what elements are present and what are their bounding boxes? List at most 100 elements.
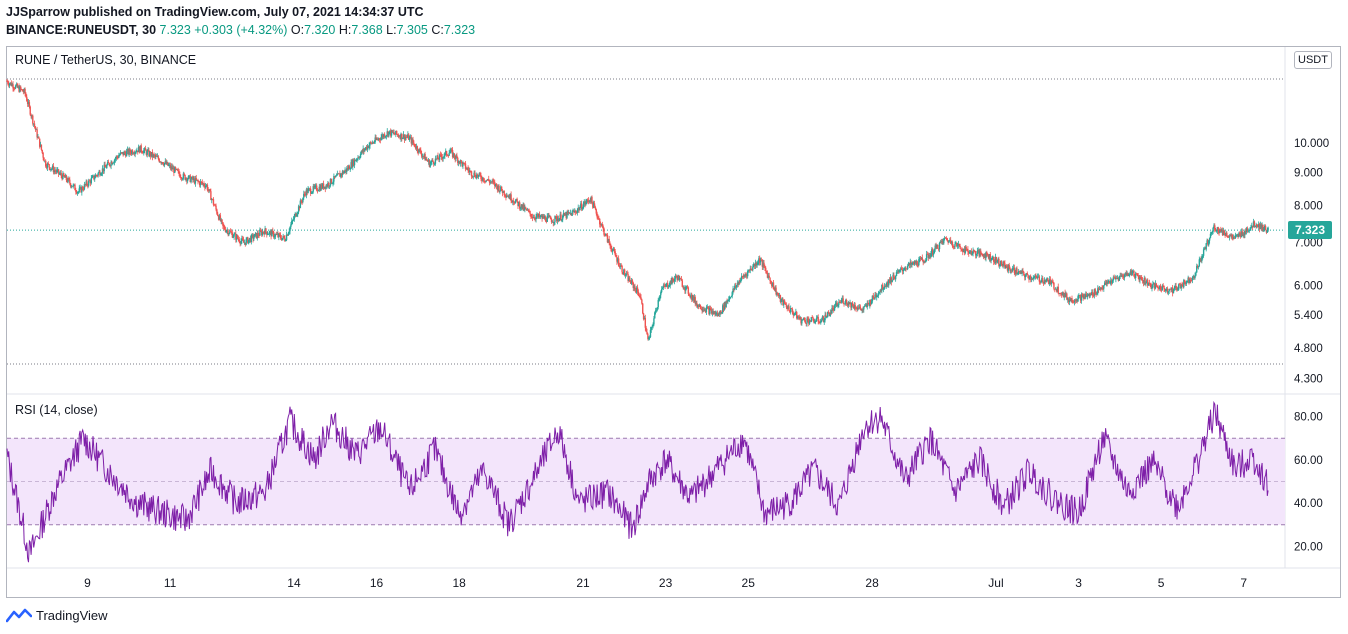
candle-body xyxy=(815,318,818,322)
candle-body xyxy=(422,155,425,157)
candle-body xyxy=(1080,294,1083,301)
rsi-layer xyxy=(6,400,1285,563)
candle-body xyxy=(335,175,338,177)
candle-body xyxy=(966,249,968,250)
candle-body xyxy=(820,320,822,324)
candle-body xyxy=(320,185,322,191)
candle-body xyxy=(714,311,716,315)
candle-body xyxy=(541,215,543,219)
chart-frame[interactable] xyxy=(6,46,1341,598)
candle-body xyxy=(792,312,794,316)
candle-body xyxy=(816,317,819,319)
candle-body xyxy=(319,186,321,191)
candle-body xyxy=(143,148,146,151)
candle-body xyxy=(587,200,590,202)
candle-body xyxy=(561,219,563,221)
candle-body xyxy=(788,306,790,311)
candle-body xyxy=(899,269,901,271)
candle-body xyxy=(1159,285,1162,290)
candle-body xyxy=(685,286,688,288)
candle-body xyxy=(416,146,419,151)
candle-body xyxy=(490,181,493,183)
candle-body xyxy=(1218,231,1220,233)
currency-badge[interactable]: USDT xyxy=(1294,51,1332,69)
candle-body xyxy=(395,130,398,135)
candle-body xyxy=(579,207,581,211)
candle-body xyxy=(368,145,370,148)
candle-body xyxy=(551,221,554,223)
candle-body xyxy=(728,297,731,300)
candle-body xyxy=(1162,285,1164,287)
candle-body xyxy=(889,277,892,283)
candle-body xyxy=(506,195,508,197)
candle-body xyxy=(722,305,725,310)
candle-body xyxy=(1221,229,1224,236)
candle-body xyxy=(489,181,492,183)
candle-body xyxy=(691,295,694,300)
candle-body xyxy=(1101,287,1103,289)
candle-body xyxy=(389,130,392,136)
candle-body xyxy=(174,167,177,170)
candle-body xyxy=(131,150,133,154)
candle-body xyxy=(48,164,50,168)
candle-body xyxy=(1169,288,1171,290)
candle-body xyxy=(902,269,905,272)
candle-body xyxy=(1219,229,1221,233)
candle-body xyxy=(43,157,45,162)
candle-body xyxy=(740,276,743,280)
candle-body xyxy=(285,234,288,241)
candle-body xyxy=(38,138,41,147)
candle-body xyxy=(879,289,881,293)
candle-body xyxy=(656,307,659,310)
candle-body xyxy=(1248,230,1250,232)
candle-body xyxy=(822,316,825,323)
candle-body xyxy=(253,237,255,240)
candle-body xyxy=(1098,289,1101,291)
candle-body xyxy=(219,215,222,221)
candle-body xyxy=(569,212,572,214)
candle-body xyxy=(162,162,164,165)
candle-body xyxy=(1187,277,1189,282)
candle-body xyxy=(1249,228,1251,231)
candle-body xyxy=(785,304,788,308)
candle-body xyxy=(47,163,49,165)
candle-body xyxy=(1253,221,1256,227)
candle-body xyxy=(189,175,191,183)
candle-body xyxy=(381,134,383,138)
candle-body xyxy=(140,145,142,152)
candle-body xyxy=(513,202,516,204)
candle-body xyxy=(951,241,954,247)
candle-body xyxy=(918,259,920,266)
candle-body xyxy=(51,166,54,169)
candle-body xyxy=(1123,274,1126,278)
candle-body xyxy=(534,218,536,220)
candle-body xyxy=(866,302,868,307)
candle-body xyxy=(62,173,64,180)
candle-body xyxy=(364,149,366,151)
candle-body xyxy=(844,303,846,305)
candle-body xyxy=(1022,270,1024,273)
candle-body xyxy=(169,164,172,169)
candle-body xyxy=(491,180,493,182)
candle-body xyxy=(352,159,355,166)
candle-body xyxy=(765,267,767,271)
candle-body xyxy=(1035,275,1037,277)
candle-body xyxy=(741,276,744,277)
candle-body xyxy=(840,299,843,303)
candle-body xyxy=(128,149,130,155)
candle-body xyxy=(759,258,761,263)
candle-body xyxy=(999,265,1001,266)
candle-body xyxy=(626,273,628,275)
time-tick-label: 25 xyxy=(742,576,756,590)
candle-body xyxy=(1134,275,1136,278)
candle-body xyxy=(488,180,491,183)
candle-body xyxy=(572,211,574,213)
candle-body xyxy=(1091,292,1093,296)
candle-body xyxy=(892,274,894,280)
candle-body xyxy=(264,228,266,235)
candle-body xyxy=(908,263,911,266)
candle-body xyxy=(681,280,684,287)
candle-body xyxy=(215,205,217,210)
candle-body xyxy=(985,252,987,259)
